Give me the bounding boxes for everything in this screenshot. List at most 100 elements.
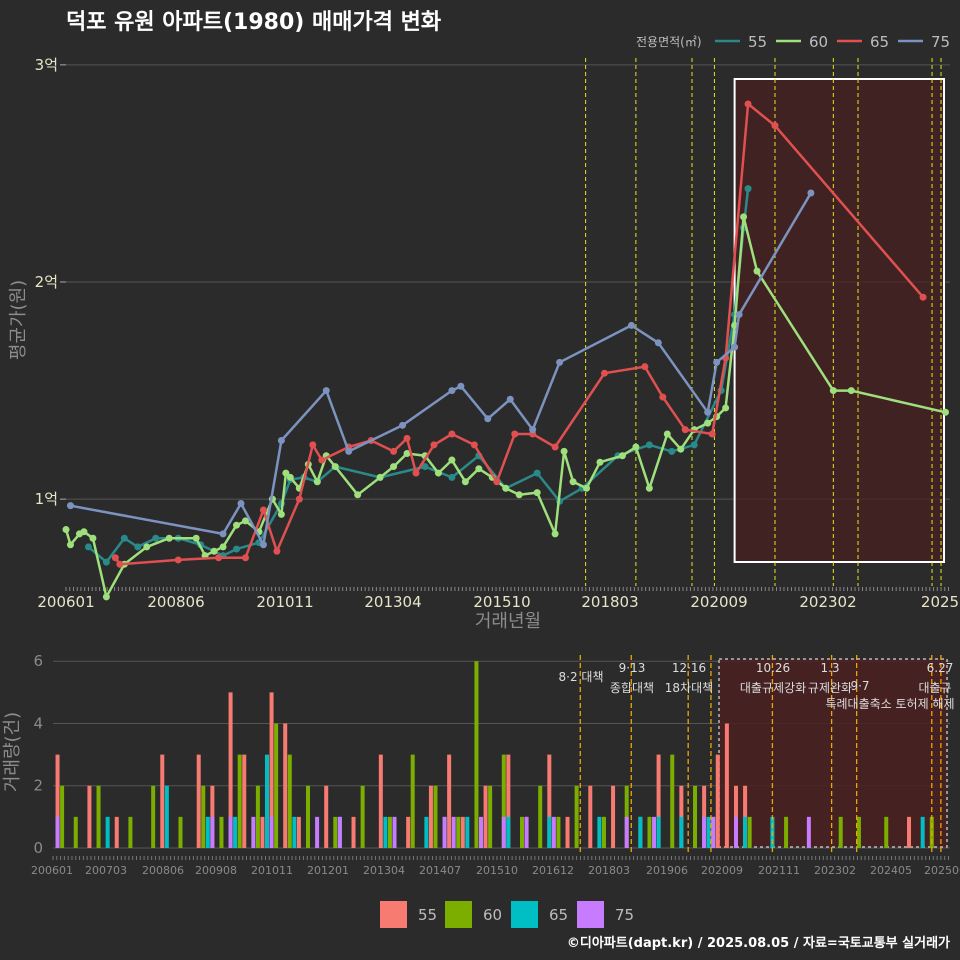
volume-y-tick-label: 2 (33, 777, 43, 795)
price-point-65 (470, 441, 478, 449)
volume-bar-60 (519, 816, 524, 848)
volume-bar-75 (228, 816, 233, 848)
policy-label-627-date: 6.27 (927, 661, 954, 675)
price-point-60 (847, 387, 855, 395)
price-point-60 (596, 458, 604, 466)
price-point-60 (942, 408, 950, 416)
price-point-60 (210, 547, 218, 555)
price-point-75 (731, 343, 739, 351)
price-y-tick-label: 3억 (35, 56, 58, 74)
volume-bar-75 (251, 816, 256, 848)
price-point-60 (560, 447, 568, 455)
price-point-65 (430, 441, 438, 449)
volume-x-tick-label: 200601 (31, 864, 73, 877)
volume-bar-60 (333, 816, 338, 848)
price-point-60 (282, 469, 290, 477)
volume-bar-65 (465, 816, 470, 848)
volume-bar-75 (392, 816, 397, 848)
volume-bar-65 (679, 816, 684, 848)
price-point-60 (102, 593, 110, 601)
volume-x-tick-label: 200703 (85, 864, 127, 877)
price-point-60 (475, 465, 483, 473)
volume-bar-60 (556, 816, 561, 848)
volume-bar-55 (715, 754, 720, 848)
price-point-60 (286, 473, 294, 481)
volume-x-tick-label: 201407 (419, 864, 461, 877)
bottom-legend: 55 60 65 75 (380, 901, 634, 928)
price-point-65 (318, 456, 326, 464)
volume-bar-65 (424, 816, 429, 848)
policy-label-913-name: 종합대책 (610, 680, 654, 695)
bottom-legend-label-65: 65 (549, 906, 568, 924)
volume-bar-65 (597, 816, 602, 848)
price-x-tick-label: 2025 (921, 593, 959, 611)
volume-bar-55 (260, 816, 265, 848)
volume-bar-55 (242, 754, 247, 848)
price-point-60 (403, 450, 411, 458)
volume-bar-65 (265, 754, 270, 848)
volume-x-tick-label: 201803 (588, 864, 630, 877)
volume-bar-60 (274, 723, 279, 848)
volume-bar-60 (601, 816, 606, 848)
price-point-65 (708, 430, 716, 438)
volume-bar-65 (920, 816, 925, 848)
volume-bar-65 (638, 816, 643, 848)
price-point-65 (403, 434, 411, 442)
legend-title: 전용면적(㎡) (636, 35, 702, 49)
price-point-60 (165, 534, 173, 542)
volume-x-tick-label: 202009 (701, 864, 743, 877)
price-point-65 (390, 447, 398, 455)
policy-label-1026-name: 대출규제강화 (740, 681, 806, 695)
volume-bar-60 (255, 785, 260, 848)
price-point-60 (533, 489, 541, 497)
price-point-75 (627, 321, 635, 329)
volume-bar-55 (907, 816, 912, 848)
volume-x-tick-label: 201510 (476, 864, 518, 877)
volume-x-tick-label: 201304 (363, 864, 405, 877)
price-point-75 (448, 387, 456, 395)
volume-bar-55 (160, 754, 165, 848)
volume-bar-60 (693, 785, 698, 848)
price-point-60 (740, 213, 748, 221)
price-panel: 1억 2억 3억 200601 200806 201011 201304 201510 2018… (8, 56, 959, 632)
price-x-tick-label: 201510 (473, 593, 530, 611)
price-point-65 (600, 369, 608, 377)
legend-swatch-55 (380, 901, 407, 928)
policy-label-97-date: 9·7 (850, 679, 869, 693)
price-point-60 (331, 463, 339, 471)
price-point-60 (461, 478, 469, 486)
price-point-55 (668, 447, 676, 455)
bottom-legend-label-55: 55 (418, 906, 437, 924)
volume-bar-60 (387, 816, 392, 848)
volume-bar-55 (506, 754, 511, 848)
volume-bar-55 (588, 785, 593, 848)
price-point-65 (641, 363, 649, 371)
price-point-60 (62, 526, 70, 534)
legend-label-55: 55 (748, 33, 767, 51)
volume-y-tick-label: 0 (33, 839, 43, 857)
price-line-75 (70, 192, 812, 546)
price-point-75 (807, 189, 815, 197)
volume-x-tick-label: 202506 (924, 864, 960, 877)
price-point-60 (277, 510, 285, 518)
price-y-axis-title: 평균가(원) (8, 280, 29, 360)
volume-highlight-region (718, 658, 948, 848)
volume-bar-65 (105, 816, 110, 848)
volume-bar-75 (337, 816, 342, 848)
volume-bar-65 (205, 816, 210, 848)
price-point-60 (376, 473, 384, 481)
price-point-75 (704, 408, 712, 416)
volume-bar-55 (87, 785, 92, 848)
top-legend: 전용면적(㎡) 55 60 65 75 (636, 33, 950, 51)
volume-bar-55 (565, 816, 570, 848)
price-point-60 (663, 430, 671, 438)
volume-bar-55 (460, 816, 465, 848)
volume-bar-55 (55, 754, 60, 848)
price-point-60 (502, 484, 510, 492)
price-point-60 (192, 534, 200, 542)
volume-bar-60 (128, 816, 133, 848)
price-point-60 (722, 404, 730, 412)
price-point-60 (645, 484, 653, 492)
volume-bar-75 (451, 816, 456, 848)
